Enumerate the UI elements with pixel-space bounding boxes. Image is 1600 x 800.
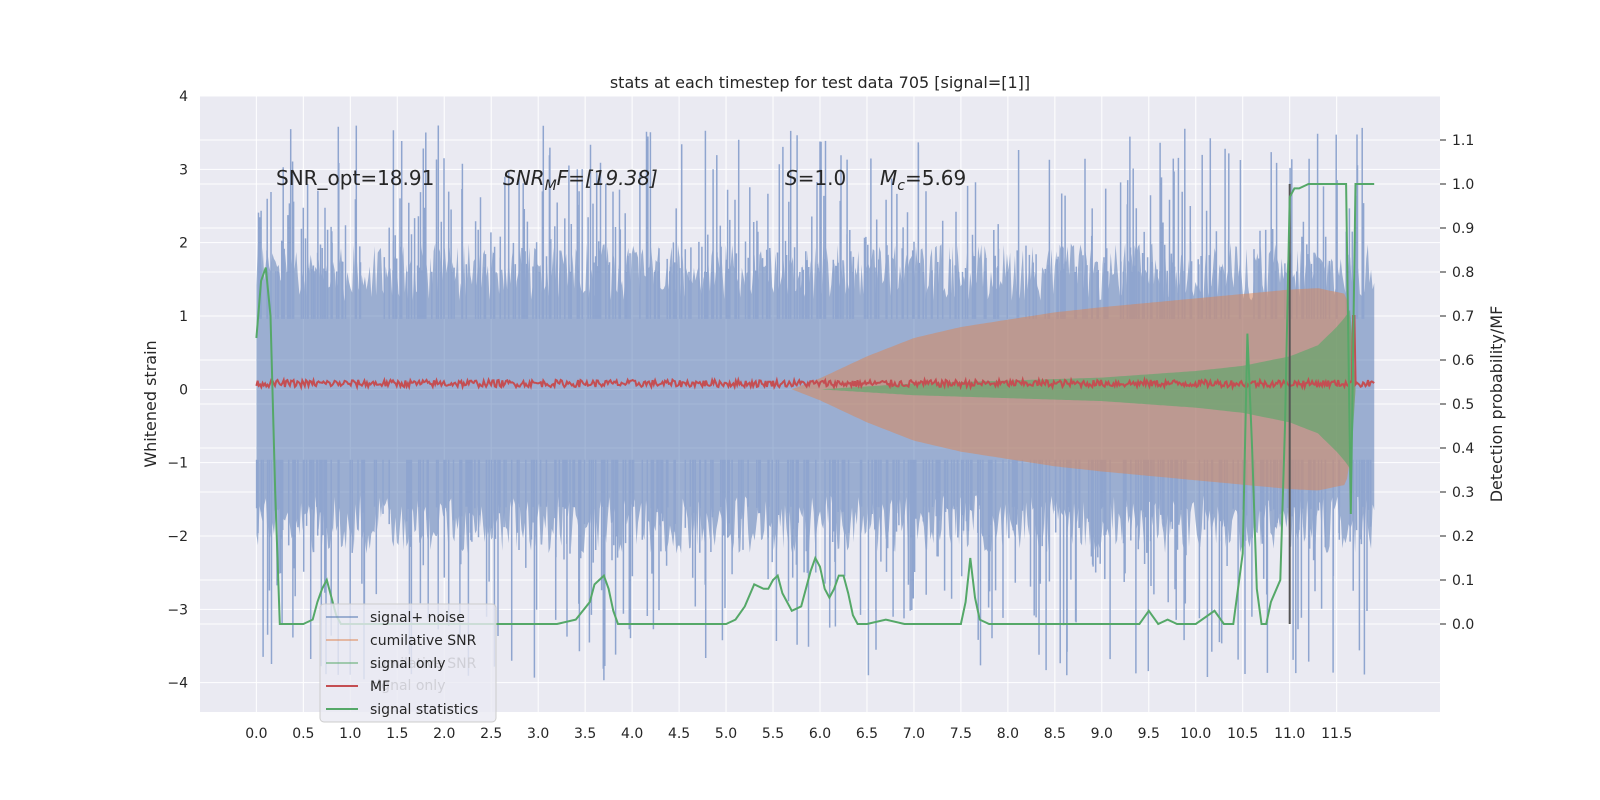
x-tick-label: 8.5 — [1044, 726, 1066, 742]
x-tick-label: 0.0 — [245, 726, 267, 742]
y-right-tick-label: 1.0 — [1452, 177, 1474, 193]
y-right-tick-label: 0.1 — [1452, 573, 1474, 589]
y-tick-label: 2 — [179, 236, 188, 252]
y-right-tick-labels: 1.1 1.0 0.9 0.8 0.7 0.6 0.5 0.4 0.3 0.2 0.1 0.0 — [1440, 133, 1474, 633]
legend: cumilative SNR signal only signal+ noise… — [319, 603, 497, 723]
x-tick-label: 11.5 — [1321, 726, 1352, 742]
x-tick-label: 2.5 — [480, 726, 502, 742]
y-right-tick-label: 0.0 — [1452, 617, 1474, 633]
x-tick-label: 6.0 — [809, 726, 831, 742]
y-tick-label: −1 — [167, 456, 188, 472]
mf-series-line — [255, 315, 1375, 391]
y-tick-label: 3 — [179, 162, 188, 178]
legend-label-mf: MF — [370, 679, 390, 695]
y-right-tick-label: 0.2 — [1452, 529, 1474, 545]
y-right-tick-label: 0.3 — [1452, 485, 1474, 501]
x-tick-label: 10.0 — [1180, 726, 1211, 742]
x-tick-labels: 0.0 0.5 1.0 1.5 2.0 2.5 3.0 3.5 4.0 4.5 5.0 5.5 6.0 6… — [245, 726, 1352, 742]
y-right-tick-label: 0.4 — [1452, 441, 1474, 457]
y-tick-label: −2 — [167, 529, 188, 545]
signal-plus-noise-spikes — [255, 125, 1372, 681]
signal-only-fill — [820, 309, 1356, 469]
x-tick-label: 11.0 — [1274, 726, 1305, 742]
x-tick-label: 1.5 — [386, 726, 408, 742]
y-tick-label: −3 — [167, 602, 188, 618]
x-tick-label: 5.5 — [762, 726, 784, 742]
x-tick-label: 4.5 — [668, 726, 690, 742]
y-right-tick-label: 0.6 — [1452, 353, 1474, 369]
annotation-snr-opt: SNR_opt=18.91 — [276, 166, 434, 190]
annotation-snr-mf-rest: F=[19.38] — [557, 166, 658, 190]
x-tick-label: 8.0 — [997, 726, 1019, 742]
legend-label-signal-only: signal only — [370, 656, 445, 672]
y-right-tick-label: 0.5 — [1452, 397, 1474, 413]
legend-ghost-signal-only: signal only — [370, 678, 445, 694]
y-tick-labels: 4 3 2 1 0 −1 −2 −3 −4 — [167, 89, 188, 692]
plot-series — [255, 125, 1375, 681]
annotation-s-rest: =1.0 — [798, 166, 847, 190]
x-tick-label: 7.5 — [950, 726, 972, 742]
x-tick-label: 3.5 — [574, 726, 596, 742]
x-tick-label: 3.0 — [527, 726, 549, 742]
y-right-tick-label: 0.8 — [1452, 265, 1474, 281]
y-tick-label: 0 — [179, 382, 188, 398]
y-right-tick-label: 0.7 — [1452, 309, 1474, 325]
annotation-snr-mf: SNRMF=[19.38] — [503, 166, 658, 194]
annotation-snr-mf-main: SNR — [503, 166, 545, 190]
y-right-tick-label: 1.1 — [1452, 133, 1474, 149]
y-axis-right-label: Detection probability/MF — [1487, 306, 1506, 503]
y-right-tick-label: 0.9 — [1452, 221, 1474, 237]
y-tick-label: 1 — [179, 309, 188, 325]
x-tick-label: 6.5 — [856, 726, 878, 742]
x-tick-label: 5.0 — [715, 726, 737, 742]
x-tick-label: 9.0 — [1091, 726, 1113, 742]
chart-title: stats at each timestep for test data 705… — [610, 73, 1030, 92]
y-axis-label: Whitened strain — [141, 340, 160, 467]
legend-ghost-cumulative-snr: cumilative SNR — [370, 656, 477, 672]
x-tick-label: 4.0 — [621, 726, 643, 742]
x-tick-label: 10.5 — [1227, 726, 1258, 742]
annotation-mc-sub: c — [897, 178, 905, 194]
legend-label-signal-noise: signal+ noise — [370, 610, 465, 626]
annotation-mc-main: M — [880, 166, 897, 190]
annotation-mc: Mc=5.69 — [880, 166, 966, 194]
x-tick-label: 2.0 — [433, 726, 455, 742]
legend-label-signal-statistics: signal statistics — [370, 702, 478, 718]
y-tick-label: 4 — [179, 89, 188, 105]
annotation-mc-rest: =5.69 — [905, 166, 966, 190]
x-tick-label: 0.5 — [292, 726, 314, 742]
annotation-s-main: S — [785, 166, 798, 190]
legend-box — [319, 603, 497, 723]
y-tick-label: −4 — [167, 676, 188, 692]
legend-label-cumulative-snr: cumilative SNR — [370, 633, 477, 649]
annotation-s: S=1.0 — [785, 166, 846, 190]
x-tick-label: 7.0 — [903, 726, 925, 742]
x-tick-label: 9.5 — [1138, 726, 1160, 742]
annotation-snr-mf-sub: M — [545, 178, 557, 194]
x-tick-label: 1.0 — [339, 726, 361, 742]
